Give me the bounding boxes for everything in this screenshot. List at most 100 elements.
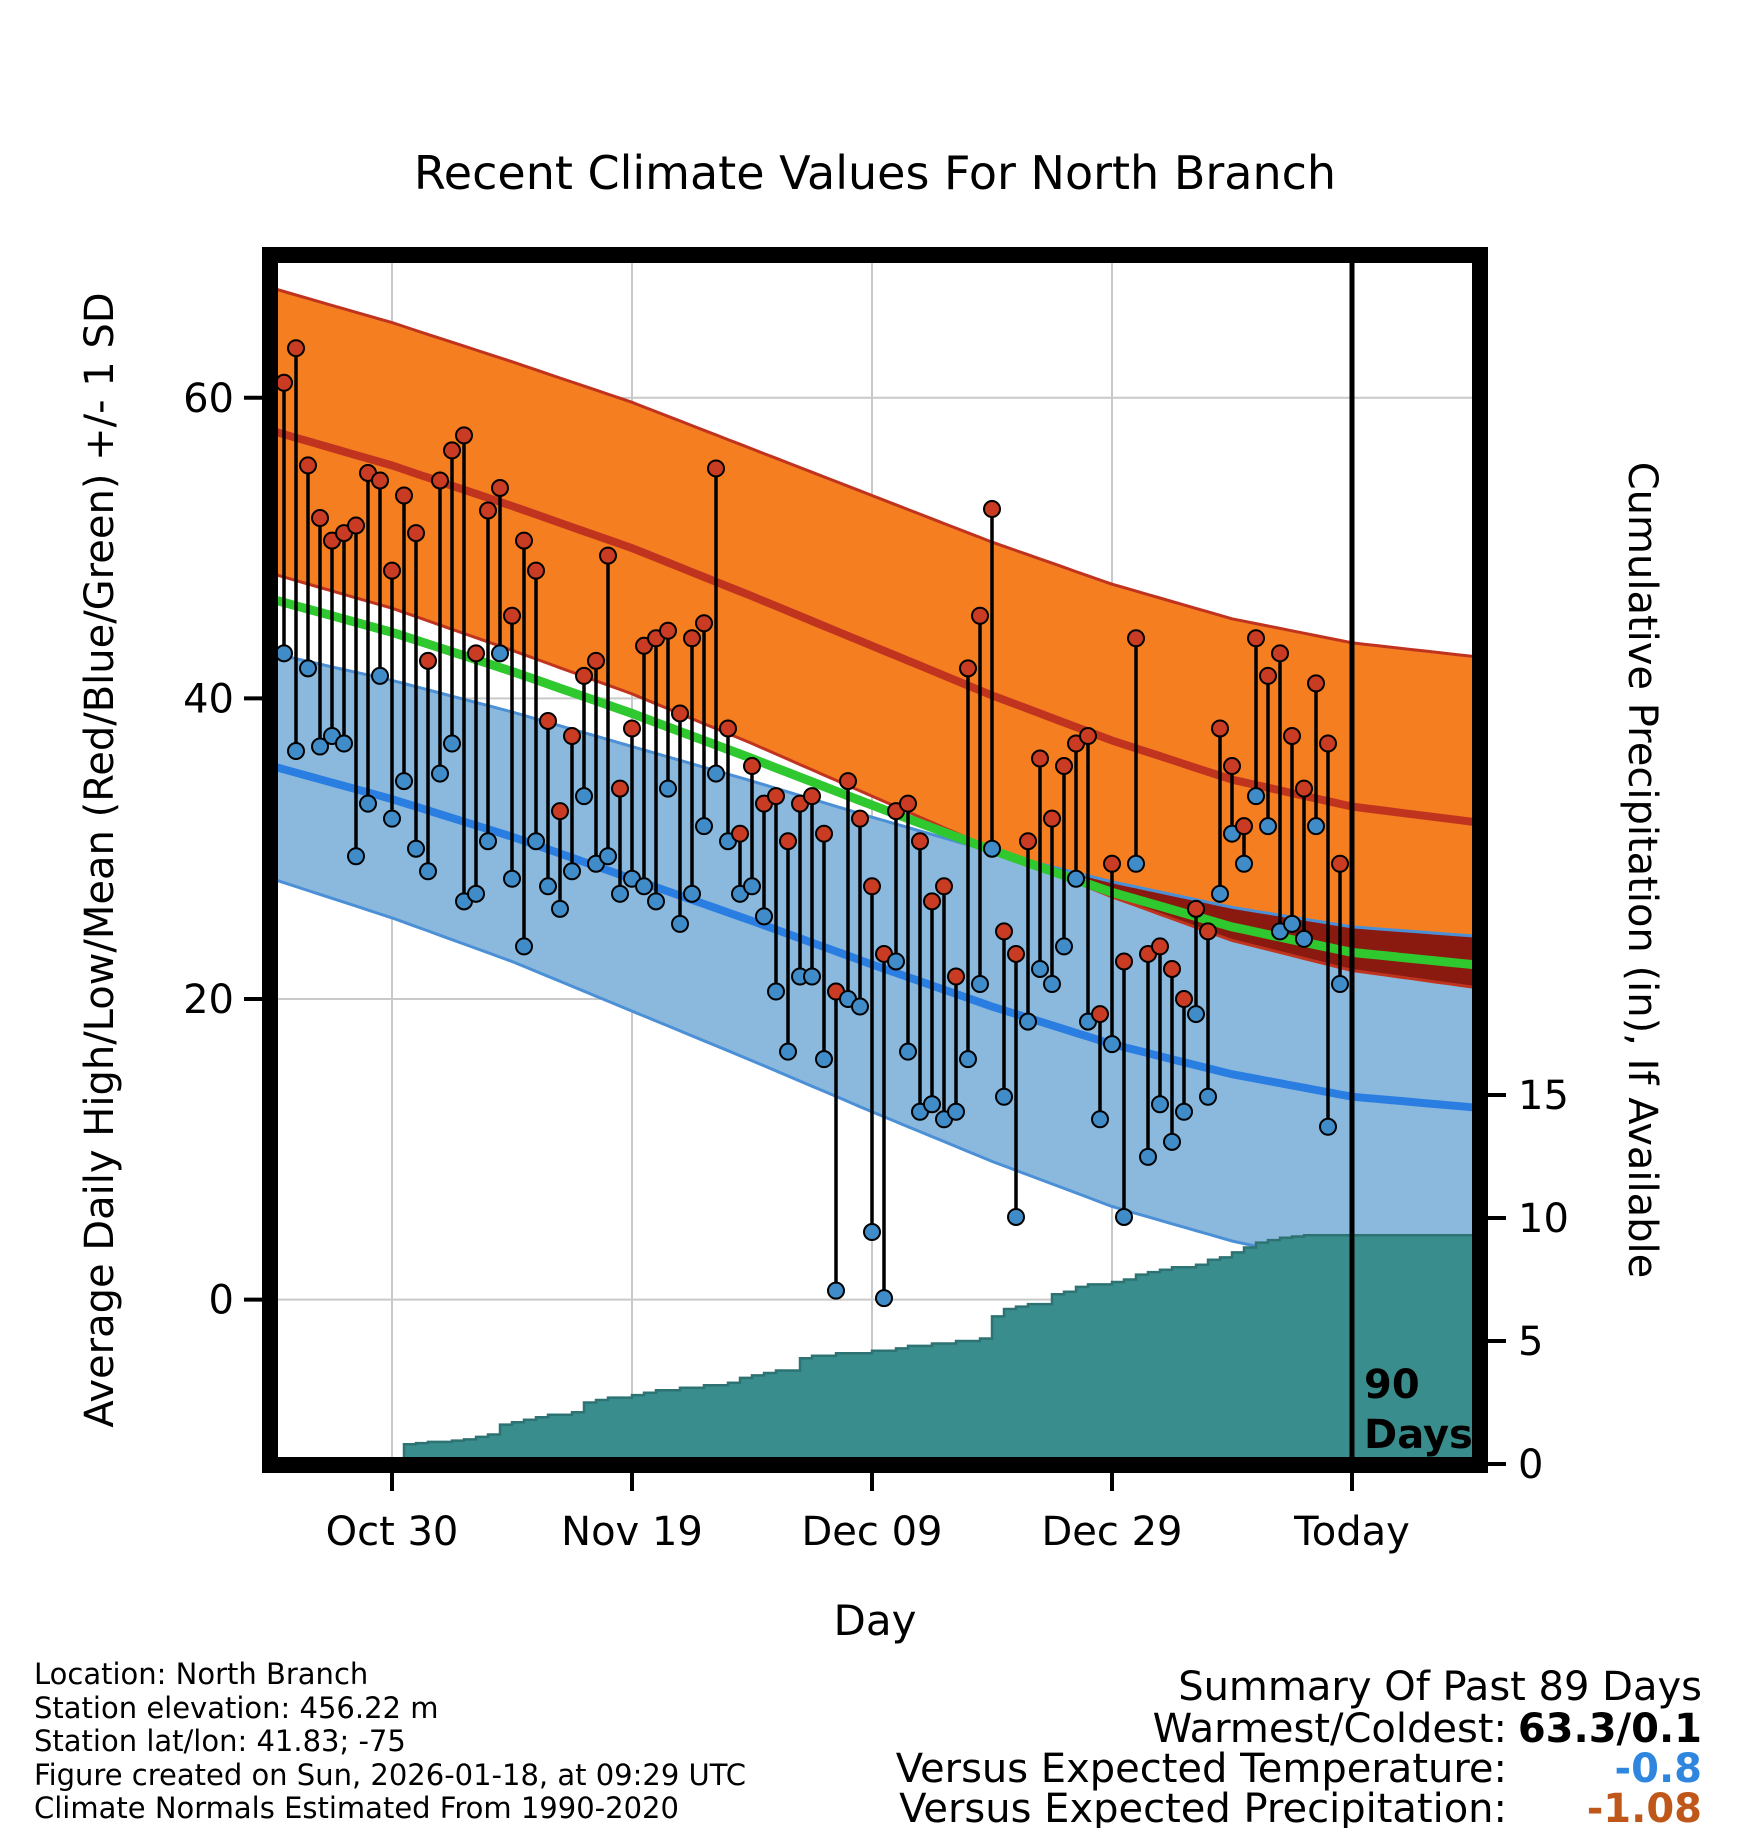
daily-high-dot (959, 659, 977, 678)
y-axis-label-left: Average Daily High/Low/Mean (Red/Blue/Gr… (77, 292, 123, 1428)
daily-high-dot (659, 621, 677, 640)
daily-high-dot (923, 892, 941, 911)
daily-high-dot (563, 726, 581, 745)
daily-high-dot (287, 339, 305, 358)
daily-low-dot (1283, 914, 1301, 933)
daily-high-dot (899, 794, 917, 813)
daily-high-dot (1187, 899, 1205, 918)
daily-low-dot (827, 1281, 845, 1300)
daily-low-dot (1199, 1087, 1217, 1106)
x-tick-label: Today (1293, 1509, 1410, 1555)
daily-low-dot (335, 734, 353, 753)
summary-title: Summary Of Past 89 Days (1178, 1664, 1702, 1710)
daily-low-dot (539, 877, 557, 896)
daily-high-dot (443, 441, 461, 460)
y-axis-label-right: Cumulative Precipitation (in), If Availa… (1619, 461, 1665, 1279)
daily-low-dot (431, 764, 449, 783)
daily-high-dot (731, 824, 749, 843)
daily-high-dot (851, 809, 869, 828)
daily-high-dot (491, 478, 509, 497)
y-right-tick-label: 0 (1518, 1442, 1543, 1488)
daily-high-dot (539, 711, 557, 730)
daily-low-dot (683, 884, 701, 903)
daily-low-dot (395, 772, 413, 791)
station-metadata: Location: North Branch Station elevation… (34, 1657, 747, 1826)
daily-high-dot (311, 509, 329, 528)
daily-low-dot (767, 982, 785, 1001)
daily-high-dot (1223, 757, 1241, 776)
daily-low-dot (347, 847, 365, 866)
x-tick-label: Dec 29 (1041, 1509, 1182, 1555)
daily-low-dot (467, 884, 485, 903)
daily-low-dot (647, 892, 665, 911)
daily-low-dot (1139, 1147, 1157, 1166)
daily-low-dot (671, 914, 689, 933)
daily-high-dot (431, 471, 449, 490)
x-tick-label: Nov 19 (561, 1509, 703, 1555)
ninety-day-label-line1: 90 (1364, 1362, 1420, 1408)
daily-high-dot (1031, 749, 1049, 768)
daily-low-dot (803, 967, 821, 986)
daily-high-dot (575, 666, 593, 685)
daily-low-dot (1055, 937, 1073, 956)
daily-low-dot (503, 869, 521, 888)
daily-high-dot (1103, 854, 1121, 873)
y-left-tick-label: 0 (209, 1278, 234, 1324)
daily-high-dot (1319, 734, 1337, 753)
daily-low-dot (659, 779, 677, 798)
summary-value: -0.8 (1614, 1746, 1702, 1792)
daily-low-dot (515, 937, 533, 956)
daily-high-dot (419, 651, 437, 670)
daily-low-dot (887, 952, 905, 971)
metadata-created: Figure created on Sun, 2026-01-18, at 09… (34, 1757, 747, 1792)
daily-high-dot (587, 651, 605, 670)
high-band-upper-edge (271, 286, 1480, 658)
daily-high-dot (1151, 937, 1169, 956)
daily-high-dot (1055, 757, 1073, 776)
summary-label: Versus Expected Precipitation: (899, 1786, 1507, 1828)
daily-low-dot (407, 839, 425, 858)
daily-low-dot (1259, 817, 1277, 836)
daily-high-dot (1127, 629, 1145, 648)
y-right-tick-label: 5 (1518, 1319, 1543, 1365)
daily-low-dot (491, 644, 509, 663)
daily-low-dot (1127, 854, 1145, 873)
daily-high-dot (1163, 959, 1181, 978)
x-axis-label: Day (833, 1596, 917, 1645)
daily-low-dot (899, 1042, 917, 1061)
summary-value: -1.08 (1586, 1786, 1702, 1828)
daily-high-dot (1259, 666, 1277, 685)
daily-low-dot (1187, 1005, 1205, 1024)
daily-low-dot (599, 847, 617, 866)
daily-high-dot (299, 456, 317, 475)
daily-high-dot (1175, 990, 1193, 1009)
daily-low-dot (779, 1042, 797, 1061)
plot-frame (262, 247, 1488, 1473)
daily-high-dot (1019, 832, 1037, 851)
daily-high-dot (947, 967, 965, 986)
daily-low-dot (1331, 975, 1349, 994)
metadata-normals: Climate Normals Estimated From 1990-2020 (34, 1791, 679, 1825)
daily-high-dot (503, 606, 521, 625)
summary-label: Versus Expected Temperature: (895, 1746, 1507, 1792)
daily-low-dot (371, 666, 389, 685)
ninety-day-label-line2: Days (1364, 1412, 1473, 1458)
daily-low-dot (635, 877, 653, 896)
daily-low-dot (707, 764, 725, 783)
y-left-tick-label: 40 (183, 676, 234, 722)
daily-high-dot (1199, 922, 1217, 941)
daily-high-dot (1331, 854, 1349, 873)
daily-high-dot (1295, 779, 1313, 798)
daily-high-dot (1283, 726, 1301, 745)
daily-high-dot (275, 373, 293, 392)
daily-high-dot (1043, 809, 1061, 828)
daily-low-dot (527, 832, 545, 851)
daily-high-dot (683, 629, 701, 648)
metadata-elevation: Station elevation: 456.22 m (34, 1690, 439, 1725)
daily-high-dot (347, 516, 365, 535)
daily-high-dot (767, 787, 785, 806)
daily-high-dot (839, 772, 857, 791)
daily-high-dot (1247, 629, 1265, 648)
